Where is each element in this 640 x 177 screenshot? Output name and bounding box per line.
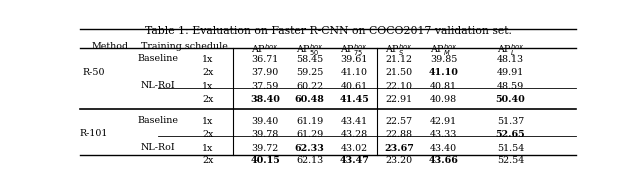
Text: 60.48: 60.48	[294, 95, 324, 104]
Text: 21.50: 21.50	[385, 68, 413, 77]
Text: 39.78: 39.78	[252, 130, 278, 139]
Text: 37.59: 37.59	[252, 82, 278, 91]
Text: AP$^{box}_{50}$: AP$^{box}_{50}$	[296, 42, 323, 58]
Text: Table 1: Evaluation on Faster R-CNN on COCO2017 validation set.: Table 1: Evaluation on Faster R-CNN on C…	[145, 26, 511, 36]
Text: 50.40: 50.40	[495, 95, 525, 104]
Text: 2x: 2x	[202, 95, 214, 104]
Text: 2x: 2x	[202, 68, 214, 77]
Text: 39.40: 39.40	[252, 117, 278, 126]
Text: 1x: 1x	[202, 117, 214, 126]
Text: 40.81: 40.81	[430, 82, 457, 91]
Text: 41.10: 41.10	[340, 68, 368, 77]
Text: 36.71: 36.71	[252, 55, 278, 64]
Text: 2x: 2x	[202, 156, 214, 165]
Text: 43.66: 43.66	[429, 156, 458, 165]
Text: AP$^{box}$: AP$^{box}$	[251, 42, 279, 55]
Text: 42.91: 42.91	[430, 117, 457, 126]
Text: 51.54: 51.54	[497, 144, 524, 153]
Text: 61.19: 61.19	[296, 117, 323, 126]
Text: 39.61: 39.61	[340, 55, 368, 64]
Text: 43.47: 43.47	[339, 156, 369, 165]
Text: 62.13: 62.13	[296, 156, 323, 165]
Text: 43.02: 43.02	[340, 144, 368, 153]
Text: 40.98: 40.98	[430, 95, 457, 104]
Text: AP$^{box}_{S}$: AP$^{box}_{S}$	[385, 42, 413, 58]
Text: 49.91: 49.91	[497, 68, 524, 77]
Text: 62.33: 62.33	[294, 144, 324, 153]
Text: NL-RoI: NL-RoI	[141, 143, 176, 152]
Text: 60.22: 60.22	[296, 82, 323, 91]
Text: 52.54: 52.54	[497, 156, 524, 165]
Text: Training schedule: Training schedule	[141, 42, 228, 51]
Text: 23.20: 23.20	[385, 156, 413, 165]
Text: 37.90: 37.90	[252, 68, 278, 77]
Text: 22.57: 22.57	[385, 117, 413, 126]
Text: 41.45: 41.45	[339, 95, 369, 104]
Text: 59.25: 59.25	[296, 68, 323, 77]
Text: Baseline: Baseline	[138, 54, 179, 63]
Text: 48.59: 48.59	[497, 82, 524, 91]
Text: 52.65: 52.65	[496, 130, 525, 139]
Text: 48.13: 48.13	[497, 55, 524, 64]
Text: 2x: 2x	[202, 130, 214, 139]
Text: R-50: R-50	[82, 67, 105, 76]
Text: 40.15: 40.15	[250, 156, 280, 165]
Text: NL-RoI: NL-RoI	[141, 81, 176, 90]
Text: 51.37: 51.37	[497, 117, 524, 126]
Text: 1x: 1x	[202, 82, 214, 91]
Text: 1x: 1x	[202, 144, 214, 153]
Text: 39.72: 39.72	[252, 144, 278, 153]
Text: AP$^{box}_{L}$: AP$^{box}_{L}$	[497, 42, 524, 58]
Text: 43.33: 43.33	[430, 130, 457, 139]
Text: 41.10: 41.10	[429, 68, 458, 77]
Text: R-101: R-101	[79, 129, 108, 138]
Text: 43.41: 43.41	[340, 117, 368, 126]
Text: 22.88: 22.88	[385, 130, 412, 139]
Text: 43.28: 43.28	[340, 130, 368, 139]
Text: 38.40: 38.40	[250, 95, 280, 104]
Text: AP$^{box}_{75}$: AP$^{box}_{75}$	[340, 42, 368, 58]
Text: 21.12: 21.12	[385, 55, 412, 64]
Text: 22.10: 22.10	[385, 82, 412, 91]
Text: 61.29: 61.29	[296, 130, 323, 139]
Text: 43.40: 43.40	[430, 144, 457, 153]
Text: 58.45: 58.45	[296, 55, 323, 64]
Text: 1x: 1x	[202, 55, 214, 64]
Text: 40.61: 40.61	[340, 82, 368, 91]
Text: AP$^{box}_{M}$: AP$^{box}_{M}$	[429, 42, 458, 58]
Text: 23.67: 23.67	[384, 144, 414, 153]
Text: Baseline: Baseline	[138, 116, 179, 125]
Text: Method: Method	[91, 42, 129, 51]
Text: 22.91: 22.91	[385, 95, 413, 104]
Text: 39.85: 39.85	[430, 55, 457, 64]
